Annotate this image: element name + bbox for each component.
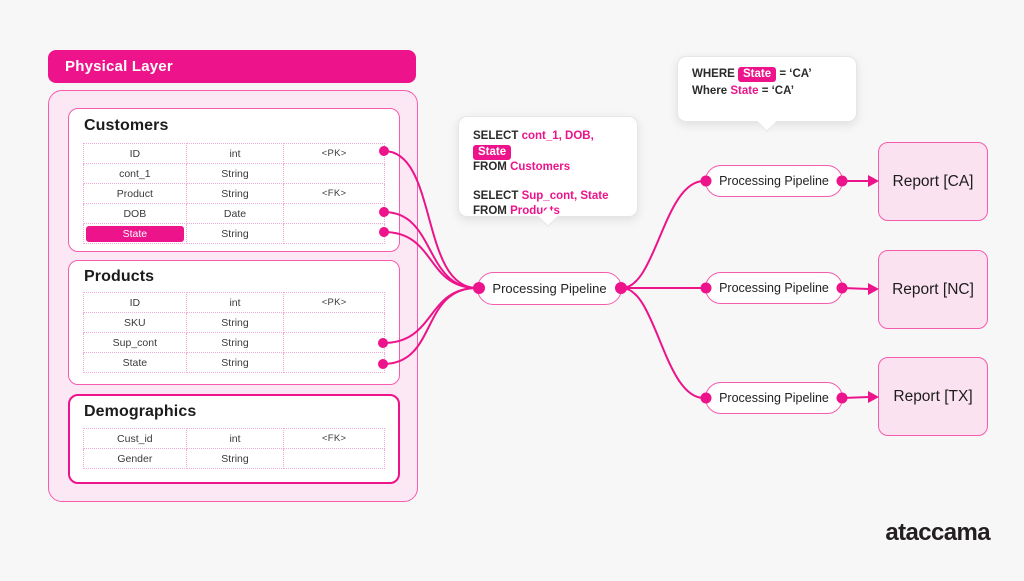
cell-type: Date — [185, 203, 285, 224]
cell-name: State — [83, 352, 187, 373]
cell-type: String — [185, 352, 285, 373]
cell-key — [283, 312, 385, 333]
table-row: cont_1 String — [83, 163, 385, 184]
edge-central-to-bottom — [621, 287, 705, 399]
select-statement-2: SELECT Sup_cont, State — [473, 189, 623, 205]
cell-key — [283, 352, 385, 373]
ataccama-logo: ataccama — [885, 519, 990, 546]
cell-type: String — [185, 223, 285, 244]
cell-key: <PK> — [283, 292, 385, 313]
cell-key — [283, 448, 385, 469]
table-row: Gender String — [83, 448, 385, 469]
cell-key — [283, 223, 385, 244]
cell-key — [283, 203, 385, 224]
processing-pipeline-central-node: Processing Pipeline — [477, 272, 622, 305]
highlighted-column-chip: State — [738, 67, 777, 82]
physical-layer-banner: Physical Layer — [48, 50, 416, 83]
sql-keyword: FROM — [473, 161, 507, 173]
table-row: Cust_id int <FK> — [83, 428, 385, 449]
cell-name: SKU — [83, 312, 187, 333]
highlighted-field-chip: State — [86, 225, 184, 242]
table-row: ID int <PK> — [83, 143, 385, 164]
sql-keyword: Where — [692, 85, 728, 97]
cell-name: ID — [83, 292, 187, 313]
customers-table-title: Customers — [84, 117, 169, 134]
sql-keyword: SELECT — [473, 189, 519, 202]
table-row: State String — [83, 223, 385, 244]
sql-fields: cont_1, DOB, — [521, 130, 594, 142]
cell-name: Gender — [83, 448, 187, 469]
cell-name: Product — [83, 183, 187, 204]
cell-type: String — [185, 183, 285, 204]
cell-type: String — [185, 448, 285, 469]
cell-name: DOB — [83, 203, 187, 224]
cell-type: String — [185, 163, 285, 184]
cell-key: <FK> — [283, 428, 385, 449]
table-row: SKU String — [83, 312, 385, 333]
from-clause-1: FROM Customers — [473, 160, 623, 176]
sql-condition: = ‘CA’ — [779, 68, 812, 80]
sql-keyword: FROM — [473, 205, 507, 217]
sql-keyword: WHERE — [692, 68, 735, 80]
sql-where-tooltip: WHERE State = ‘CA’ Where State = ‘CA’ — [677, 56, 857, 132]
processing-pipeline-top-node: Processing Pipeline — [705, 165, 843, 197]
processing-pipeline-bottom-node: Processing Pipeline — [705, 382, 843, 414]
products-field-grid: ID int <PK> SKU String Sup_cont String State Str… — [83, 292, 385, 373]
select-statement-1: SELECT cont_1, DOB, State — [473, 129, 623, 160]
sql-keyword: SELECT — [473, 130, 519, 142]
report-nc-node: Report [NC] — [878, 250, 988, 329]
cell-type: String — [185, 312, 285, 333]
table-row: State String — [83, 352, 385, 373]
cell-key — [283, 332, 385, 353]
sql-fields: Sup_cont, State — [521, 189, 609, 202]
where-clause-2: Where State = ‘CA’ — [692, 83, 842, 100]
highlighted-column-chip: State — [473, 144, 512, 160]
edge-middle-to-report-nc — [842, 287, 870, 290]
table-row: Product String <FK> — [83, 183, 385, 204]
products-table-title: Products — [84, 268, 155, 285]
where-clause-1: WHERE State = ‘CA’ — [692, 66, 842, 83]
cell-type: int — [185, 143, 285, 164]
cell-key: <PK> — [283, 143, 385, 164]
report-ca-node: Report [CA] — [878, 142, 988, 221]
cell-name: ID — [83, 143, 187, 164]
table-row: DOB Date — [83, 203, 385, 224]
cell-type: String — [185, 332, 285, 353]
table-row: Sup_cont String — [83, 332, 385, 353]
table-row: ID int <PK> — [83, 292, 385, 313]
edge-bottom-to-report-tx — [842, 396, 870, 399]
cell-key — [283, 163, 385, 184]
sql-column-name: State — [730, 85, 759, 97]
tooltip-tail — [757, 111, 777, 132]
demographics-field-grid: Cust_id int <FK> Gender String — [83, 428, 385, 469]
cell-type: int — [185, 292, 285, 313]
processing-pipeline-middle-node: Processing Pipeline — [705, 272, 843, 304]
sql-table-name: Customers — [510, 161, 571, 173]
sql-condition: = ‘CA’ — [761, 85, 794, 97]
sql-select-tooltip: SELECT cont_1, DOB,State FROM Customers … — [458, 116, 638, 227]
customers-field-grid: ID int <PK> cont_1 String Product String <FK> DO… — [83, 143, 385, 244]
cell-name: State — [83, 223, 187, 244]
cell-name: Cust_id — [83, 428, 187, 449]
report-tx-node: Report [TX] — [878, 357, 988, 436]
cell-key: <FK> — [283, 183, 385, 204]
cell-name: cont_1 — [83, 163, 187, 184]
demographics-table-title: Demographics — [84, 403, 197, 420]
cell-type: int — [185, 428, 285, 449]
cell-name: Sup_cont — [83, 332, 187, 353]
